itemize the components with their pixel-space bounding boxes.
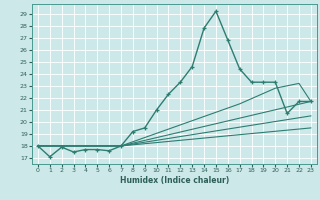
X-axis label: Humidex (Indice chaleur): Humidex (Indice chaleur) <box>120 176 229 185</box>
